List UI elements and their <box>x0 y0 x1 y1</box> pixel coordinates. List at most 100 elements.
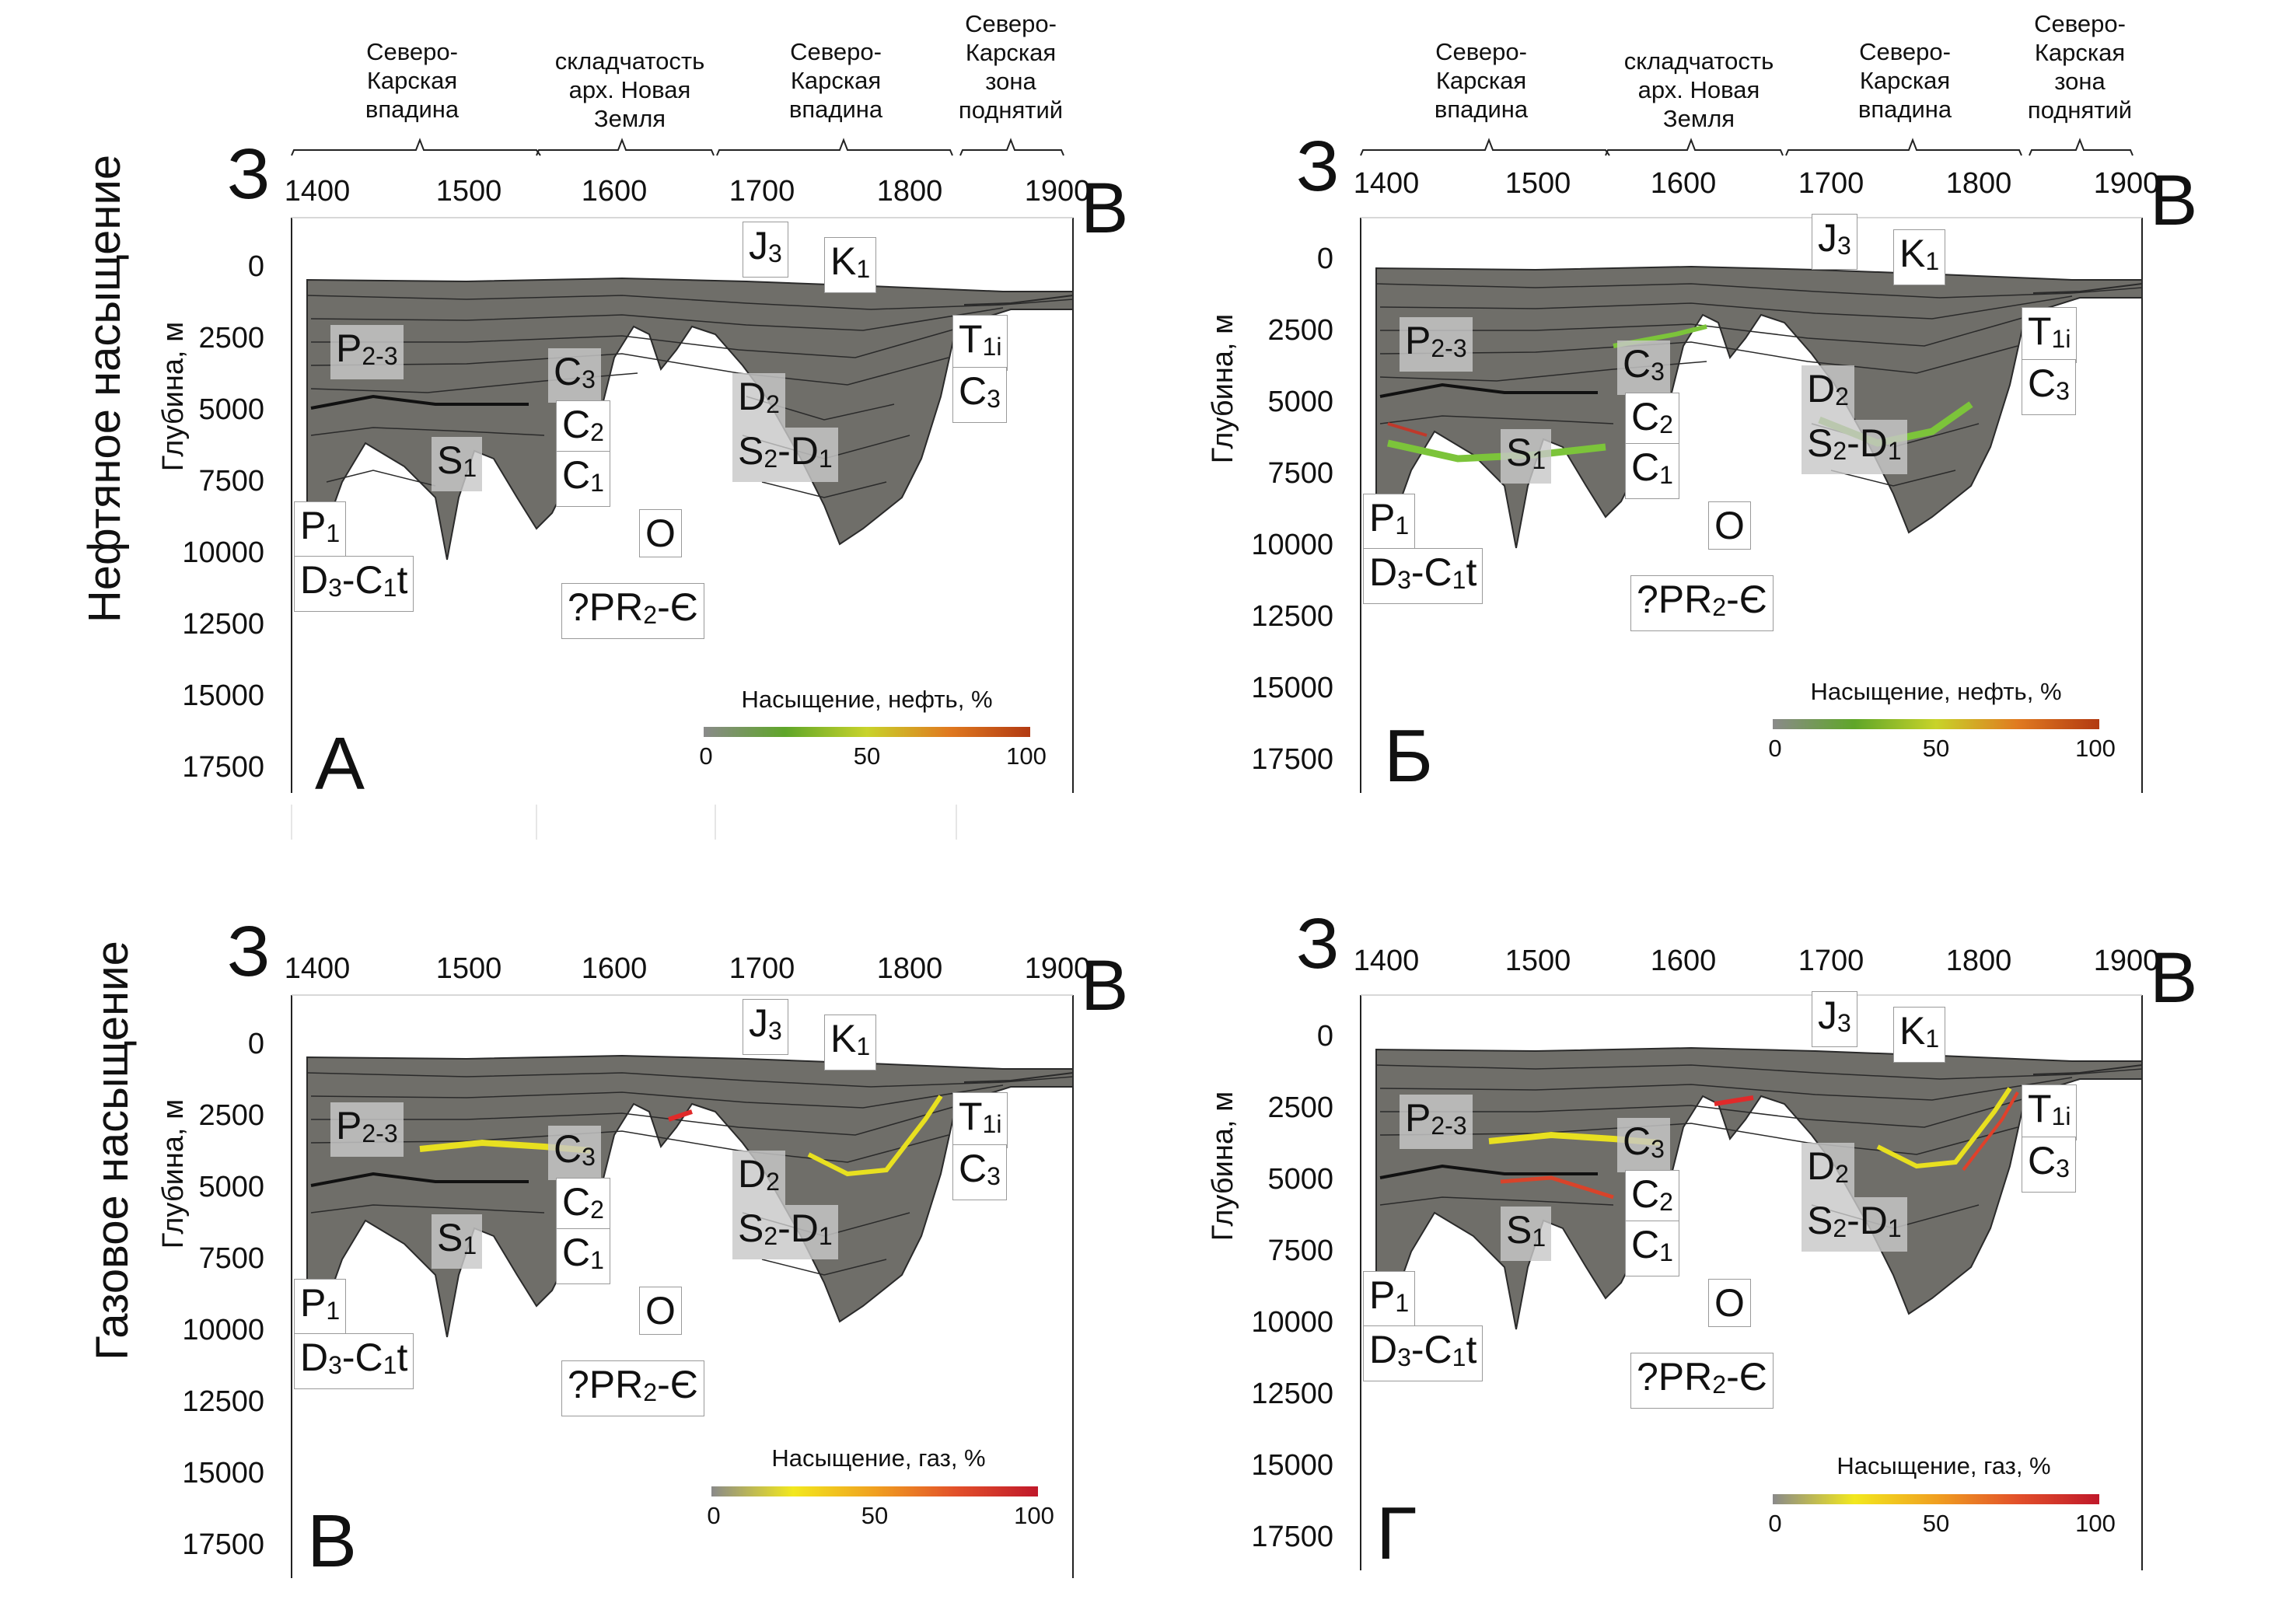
direction-east: В <box>2150 161 2198 240</box>
colorbar-title: Насыщение, газ, % <box>1836 1452 2051 1479</box>
strata-label-k1: K1 <box>824 237 877 293</box>
x-tick: 1800 <box>876 175 943 208</box>
colorbar-tick: 50 <box>861 1502 889 1529</box>
y-tick: 15000 <box>182 679 264 712</box>
x-tick: 1800 <box>1945 945 2012 977</box>
strata-label-k1: K1 <box>1893 229 1946 285</box>
x-tick: 1700 <box>729 175 795 208</box>
y-tick: 5000 <box>1267 386 1333 418</box>
direction-east: В <box>1081 946 1129 1025</box>
strata-label-o: O <box>1708 501 1751 550</box>
colorbar-tick: 50 <box>853 742 881 770</box>
region-label: Северо- Карская зона поднятий <box>958 10 1064 124</box>
strata-label-j3: J3 <box>1812 214 1857 270</box>
strata-label-c2: C2 <box>556 1178 610 1234</box>
x-tick: 1800 <box>1945 167 2012 200</box>
strata-label-s2d1: S2-D1 <box>1802 420 1907 474</box>
strata-label-p1: P1 <box>294 1279 347 1335</box>
strata-label-c2: C2 <box>556 400 610 456</box>
strata-label-t1i: T1i <box>952 315 1008 371</box>
x-tick: 1500 <box>435 175 502 208</box>
y-axis-label: Глубина, м <box>157 1098 190 1249</box>
colorbar <box>711 1486 1038 1496</box>
region-brackets <box>291 138 1074 840</box>
strata-label-k1: K1 <box>1893 1007 1946 1063</box>
strata-label-d2: D2 <box>732 1151 785 1205</box>
x-tick: 1500 <box>435 952 502 985</box>
panel-letter: В <box>307 1500 358 1583</box>
colorbar-tick: 100 <box>2075 1510 2116 1537</box>
colorbar-tick: 50 <box>1922 735 1950 762</box>
panel-a: Северо- Карская впадина складчатость арх… <box>0 0 1143 840</box>
y-tick: 2500 <box>1267 314 1333 347</box>
strata-label-s1: S1 <box>1501 429 1552 484</box>
strata-label-c1: C1 <box>1625 443 1679 499</box>
strata-label-k1: K1 <box>824 1015 877 1070</box>
region-label: Северо- Карская впадина <box>365 38 460 123</box>
x-tick: 1600 <box>581 175 648 208</box>
strata-label-c3: C3 <box>548 348 601 403</box>
x-tick: 1900 <box>1024 952 1091 985</box>
y-tick: 10000 <box>182 536 264 569</box>
colorbar-tick: 0 <box>699 742 713 770</box>
x-tick: 1900 <box>2093 945 2160 977</box>
y-tick: 15000 <box>1251 1449 1333 1482</box>
y-axis-label: Глубина, м <box>1207 1091 1239 1242</box>
colorbar-tick: 0 <box>1768 1510 1782 1537</box>
y-tick: 7500 <box>1267 1235 1333 1267</box>
strata-label-p1: P1 <box>294 501 347 557</box>
strata-label-pr2c: ?PR2-Є <box>561 583 704 639</box>
colorbar-tick: 100 <box>1014 1502 1054 1529</box>
colorbar-tick: 100 <box>2075 735 2116 762</box>
y-tick: 17500 <box>182 751 264 784</box>
strata-label-c3-east: C3 <box>952 1144 1007 1200</box>
direction-west: З <box>227 912 271 991</box>
strata-label-s2d1: S2-D1 <box>732 428 838 482</box>
strata-label-o: O <box>1708 1279 1751 1327</box>
strata-label-j3: J3 <box>743 222 788 278</box>
y-tick: 12500 <box>182 608 264 641</box>
y-tick: 10000 <box>1251 1306 1333 1339</box>
y-tick: 15000 <box>182 1457 264 1489</box>
strata-label-c3-east: C3 <box>2022 1137 2076 1193</box>
strata-label-c3-east: C3 <box>2022 359 2076 415</box>
strata-label-j3: J3 <box>743 999 788 1055</box>
strata-label-s2d1: S2-D1 <box>1802 1197 1907 1252</box>
colorbar-title: Насыщение, газ, % <box>771 1444 986 1472</box>
y-tick: 5000 <box>1267 1163 1333 1196</box>
direction-west: З <box>227 134 271 214</box>
strata-label-d3c1t: D3-C1t <box>294 556 414 612</box>
strata-label-s1: S1 <box>1501 1207 1552 1261</box>
strata-label-d2: D2 <box>732 373 785 428</box>
strata-label-pr2c: ?PR2-Є <box>561 1360 704 1416</box>
colorbar-tick: 50 <box>1922 1510 1950 1537</box>
colorbar-title: Насыщение, нефть, % <box>1810 678 2062 705</box>
strata-label-o: O <box>639 509 682 557</box>
panel-v: З В 1400 1500 1600 1700 1800 1900 0 2500… <box>0 777 1143 1579</box>
x-tick: 1700 <box>729 952 795 985</box>
y-tick: 15000 <box>1251 672 1333 704</box>
x-tick: 1800 <box>876 952 943 985</box>
x-tick: 1400 <box>1353 945 1420 977</box>
direction-west: З <box>1296 127 1340 206</box>
strata-label-p1: P1 <box>1363 1271 1416 1327</box>
strata-label-s1: S1 <box>432 1214 483 1269</box>
colorbar <box>1773 1494 2099 1504</box>
y-tick: 2500 <box>1267 1091 1333 1124</box>
strata-label-p23: P2-3 <box>330 325 404 379</box>
y-tick: 5000 <box>198 393 264 426</box>
x-tick: 1700 <box>1798 167 1864 200</box>
strata-label-c2: C2 <box>1625 1170 1679 1226</box>
strata-label-c3-east: C3 <box>952 367 1007 423</box>
y-tick: 12500 <box>182 1385 264 1418</box>
panel-g: З В 1400 1500 1600 1700 1800 1900 0 2500… <box>1069 777 2212 1571</box>
x-tick: 1600 <box>1650 167 1717 200</box>
strata-label-t1i: T1i <box>2022 1084 2078 1140</box>
x-tick: 1400 <box>284 952 351 985</box>
region-label: Северо- Карская зона поднятий <box>2027 10 2133 124</box>
direction-west: З <box>1296 904 1340 983</box>
strata-label-pr2c: ?PR2-Є <box>1630 1353 1774 1409</box>
y-tick: 7500 <box>198 465 264 498</box>
y-axis-label: Глубина, м <box>157 321 190 472</box>
region-label: складчатость арх. Новая Земля <box>1623 47 1774 132</box>
